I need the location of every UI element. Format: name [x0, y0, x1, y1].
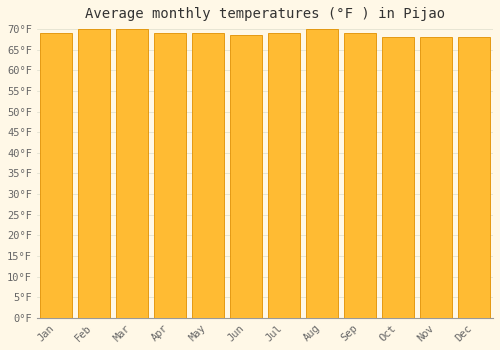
Bar [268, 33, 300, 318]
Bar [230, 35, 262, 318]
Title: Average monthly temperatures (°F ) in Pijao: Average monthly temperatures (°F ) in Pi… [85, 7, 445, 21]
Bar [344, 33, 376, 318]
Bar [192, 33, 224, 318]
Bar [154, 33, 186, 318]
Bar [116, 29, 148, 318]
Bar [382, 37, 414, 318]
Bar [458, 37, 490, 318]
Bar [40, 33, 72, 318]
Bar [78, 29, 110, 318]
Bar [420, 37, 452, 318]
Bar [306, 29, 338, 318]
